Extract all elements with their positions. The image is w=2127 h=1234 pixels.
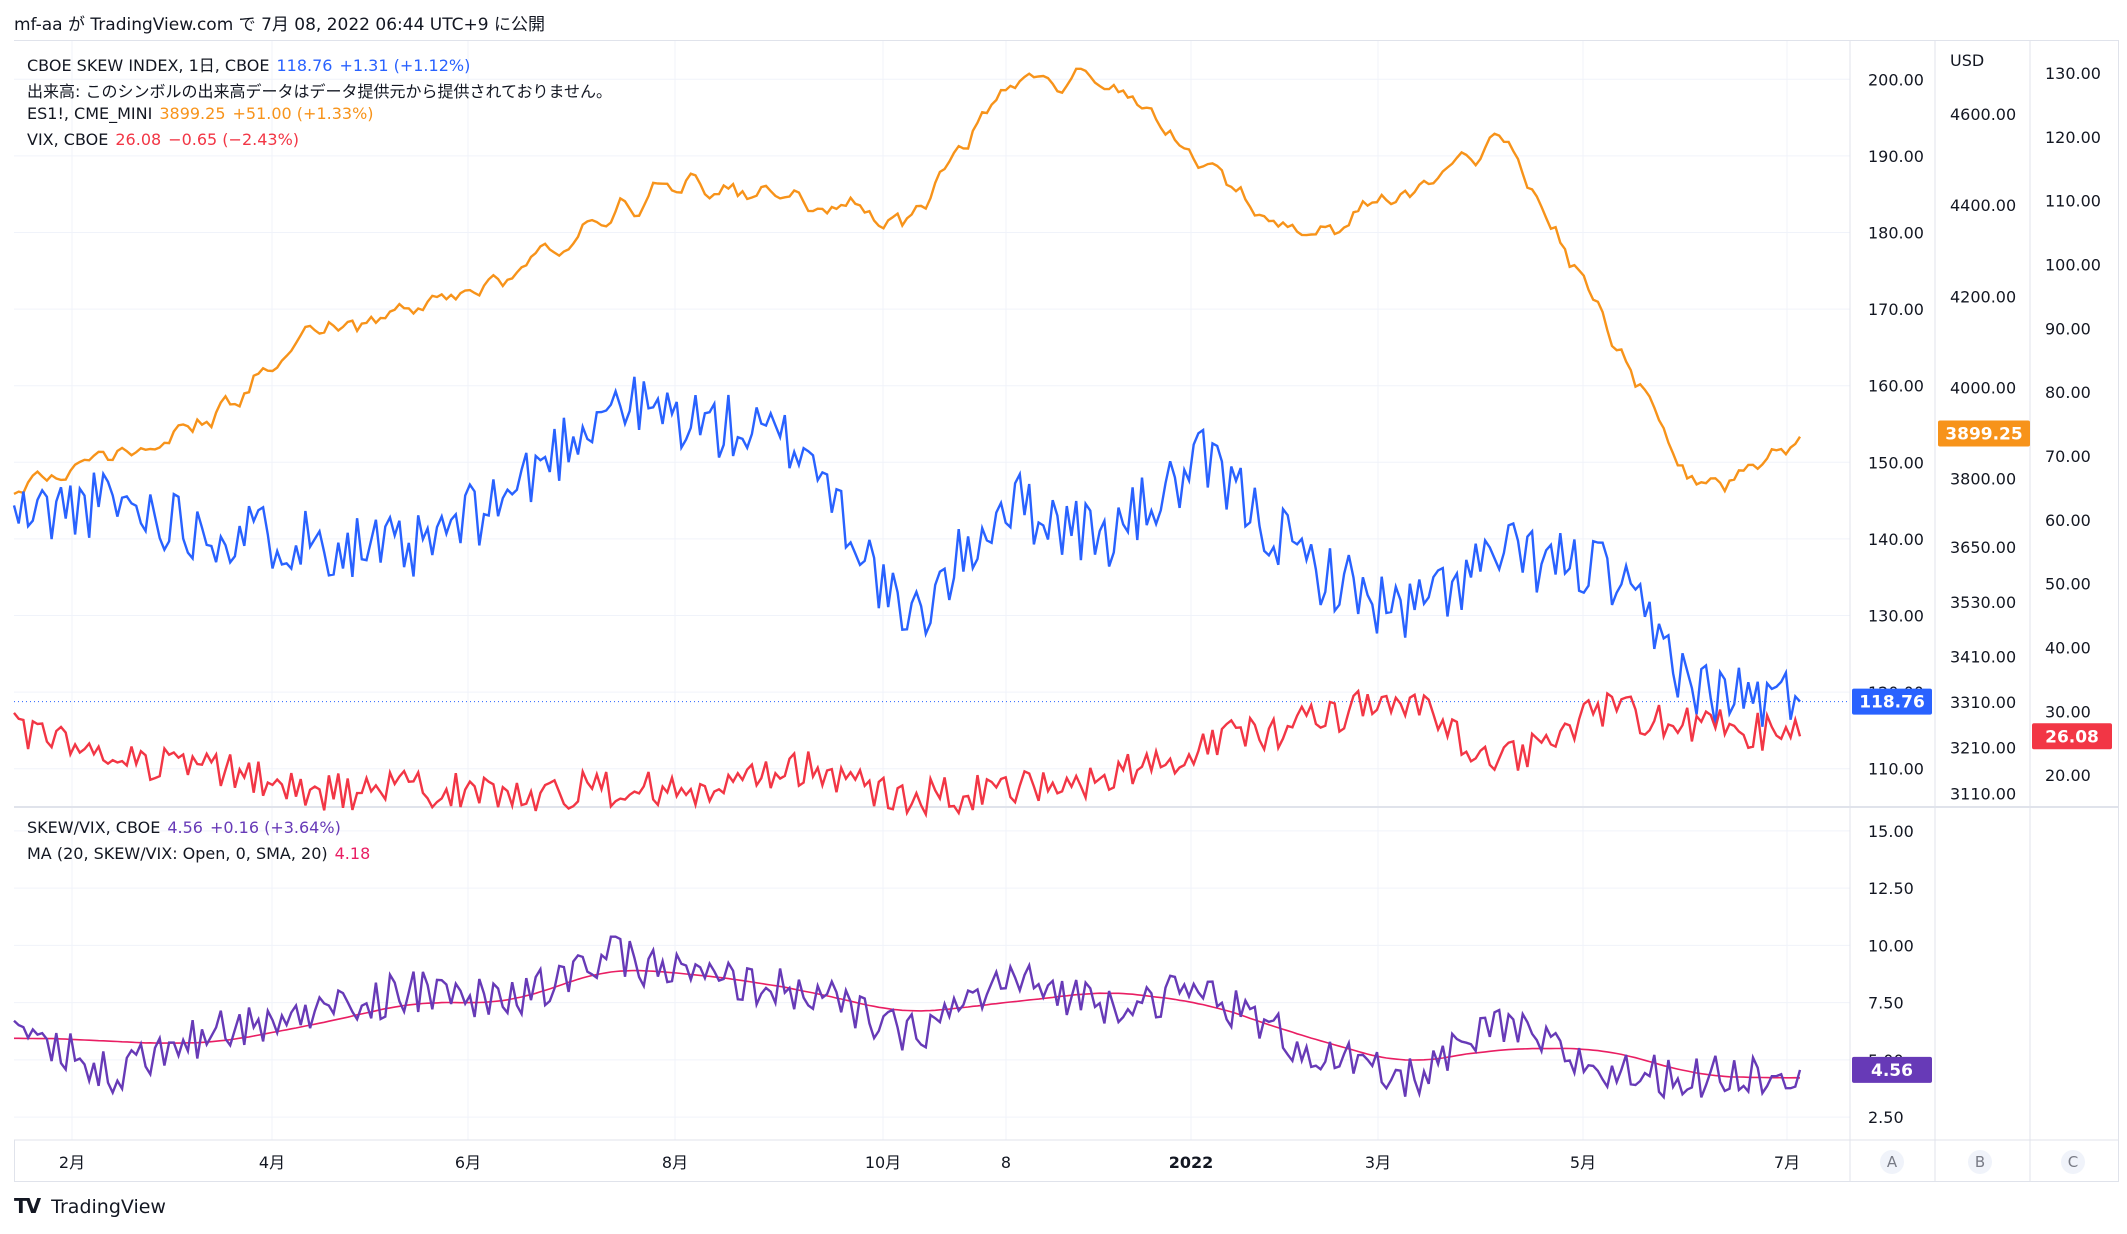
es-axis-tick: 4400.00 <box>1950 196 2016 215</box>
ratio-axis-tick: 7.50 <box>1868 994 1904 1013</box>
skew-axis-tick: 180.00 <box>1868 224 1924 243</box>
skew-axis-tick: 170.00 <box>1868 300 1924 319</box>
time-tick-label: 10月 <box>865 1153 901 1172</box>
vix-axis-tick: 70.00 <box>2045 447 2091 466</box>
scale-button[interactable] <box>2061 1150 2085 1174</box>
main-legend-name: VIX, CBOE <box>27 130 109 149</box>
main-legend-row[interactable]: 出来高: このシンボルの出来高データはデータ提供元から提供されておりません。 <box>27 78 619 104</box>
es-axis-tick: 3410.00 <box>1950 648 2016 667</box>
main-legend-row[interactable]: CBOE SKEW INDEX, 1日, CBOE 118.76 +1.31 (+1… <box>27 52 619 78</box>
vix-axis-tick: 20.00 <box>2045 766 2091 785</box>
skew-axis-tick: 130.00 <box>1868 607 1924 626</box>
es-axis-tick: 3650.00 <box>1950 538 2016 557</box>
time-tick-label: 5月 <box>1570 1153 1596 1172</box>
ratio-series-line[interactable] <box>13 935 1802 1100</box>
vix-badge-label: 26.08 <box>2045 727 2099 747</box>
main-pane[interactable] <box>14 41 1850 807</box>
es-axis-tick: 3310.00 <box>1950 693 2016 712</box>
main-legend-change: −0.65 (−2.43%) <box>168 130 300 149</box>
vix-axis-tick: 130.00 <box>2045 64 2101 83</box>
es-axis-tick: 4200.00 <box>1950 287 2016 306</box>
main-legend-change: +1.31 (+1.12%) <box>339 56 471 75</box>
es-badge-label: 3899.25 <box>1945 424 2022 444</box>
skew-badge-label: 118.76 <box>1859 693 1925 713</box>
main-legend-change: +51.00 (+1.33%) <box>232 104 374 123</box>
sub-pane[interactable] <box>14 808 1850 1140</box>
es-axis-tick: 3530.00 <box>1950 593 2016 612</box>
main-legend-value: 3899.25 <box>159 104 226 123</box>
footer-brand[interactable]: TV TradingView <box>14 1194 166 1218</box>
skew-axis-tick: 110.00 <box>1868 760 1924 779</box>
publish-header: mf-aa が TradingView.com で 7月 08, 2022 06… <box>14 10 545 35</box>
main-legend-name: CBOE SKEW INDEX, 1日, CBOE <box>27 56 270 75</box>
es-badge <box>1938 420 2030 447</box>
ratio-axis-tick: 2.50 <box>1868 1108 1904 1127</box>
sub-legend-name: MA (20, SKEW/VIX: Open, 0, SMA, 20) <box>27 844 328 863</box>
vix-axis-tick: 90.00 <box>2045 319 2091 338</box>
vix-badge <box>2032 723 2112 750</box>
main-pane-legend: CBOE SKEW INDEX, 1日, CBOE 118.76 +1.31 (+1… <box>27 52 619 156</box>
skew-badge <box>1852 688 1932 715</box>
ratio-axis-tick: 15.00 <box>1868 822 1914 841</box>
ratio-axis-tick: 10.00 <box>1868 936 1914 955</box>
ratio-axis-tick: 12.50 <box>1868 879 1914 898</box>
time-tick-label: 2022 <box>1169 1153 1214 1172</box>
vix-axis-tick: 100.00 <box>2045 255 2101 274</box>
scale-button-label[interactable]: A <box>1887 1153 1898 1171</box>
main-legend-value: 118.76 <box>276 56 333 75</box>
time-tick-label: 3月 <box>1365 1153 1391 1172</box>
sub-legend-row[interactable]: SKEW/VIX, CBOE 4.56 +0.16 (+3.64%) <box>27 818 377 844</box>
skew-axis-tick: 140.00 <box>1868 530 1924 549</box>
skew-axis-tick: 200.00 <box>1868 70 1924 89</box>
skew-axis-tick: 150.00 <box>1868 453 1924 472</box>
scale-button-label[interactable]: C <box>2068 1153 2078 1171</box>
time-tick-label: 8月 <box>662 1153 688 1172</box>
vix-axis-tick: 80.00 <box>2045 383 2091 402</box>
time-tick-label: 6月 <box>455 1153 481 1172</box>
scale-button-label[interactable]: B <box>1975 1153 1985 1171</box>
vix-axis-tick: 40.00 <box>2045 638 2091 657</box>
sub-legend-value: 4.18 <box>334 844 371 863</box>
vix-axis-tick: 60.00 <box>2045 511 2091 530</box>
vix-axis-tick: 50.00 <box>2045 575 2091 594</box>
main-legend-value: 26.08 <box>115 130 162 149</box>
skew-series-line[interactable] <box>12 376 1801 727</box>
es-axis-tick: 4000.00 <box>1950 379 2016 398</box>
main-legend-name: ES1!, CME_MINI <box>27 104 153 123</box>
scale-button[interactable] <box>1968 1150 1992 1174</box>
footer-brand-text: TradingView <box>51 1196 166 1218</box>
es-axis-tick: 4600.00 <box>1950 105 2016 124</box>
es-axis-tick: 3800.00 <box>1950 470 2016 489</box>
sub-legend-name: SKEW/VIX, CBOE <box>27 818 161 837</box>
es-axis-tick: 3110.00 <box>1950 784 2016 803</box>
sub-legend-value: 4.56 <box>167 818 203 837</box>
time-tick-label: 4月 <box>259 1153 285 1172</box>
main-legend-row[interactable]: VIX, CBOE 26.08 −0.65 (−2.43%) <box>27 130 619 156</box>
currency-label: USD <box>1950 51 1984 70</box>
skew-axis-tick: 190.00 <box>1868 147 1924 166</box>
time-tick-label: 8 <box>1001 1153 1011 1172</box>
tradingview-logo-icon: TV <box>14 1194 41 1218</box>
vix-axis-tick: 30.00 <box>2045 702 2091 721</box>
vix-series-line[interactable] <box>13 688 1802 819</box>
time-tick-label: 7月 <box>1774 1153 1800 1172</box>
main-legend-row[interactable]: ES1!, CME_MINI 3899.25 +51.00 (+1.33%) <box>27 104 619 130</box>
vix-axis-tick: 120.00 <box>2045 128 2101 147</box>
time-tick-label: 2月 <box>59 1153 85 1172</box>
sub-legend-row[interactable]: MA (20, SKEW/VIX: Open, 0, SMA, 20) 4.18 <box>27 844 377 870</box>
ratio-badge <box>1852 1056 1932 1083</box>
scale-button[interactable] <box>1880 1150 1904 1174</box>
es-axis-tick: 3210.00 <box>1950 739 2016 758</box>
sub-legend-change: +0.16 (+3.64%) <box>209 818 341 837</box>
skew-axis-tick: 160.00 <box>1868 377 1924 396</box>
sub-pane-legend: SKEW/VIX, CBOE 4.56 +0.16 (+3.64%) MA (20, … <box>27 818 377 870</box>
publisher-name[interactable]: mf-aa <box>14 15 63 35</box>
main-legend-name: 出来高: このシンボルの出来高データはデータ提供元から提供されておりません。 <box>27 82 613 101</box>
ratio-badge-label: 4.56 <box>1871 1061 1913 1081</box>
publish-info: が TradingView.com で 7月 08, 2022 06:44 UT… <box>68 15 545 35</box>
vix-axis-tick: 110.00 <box>2045 192 2101 211</box>
es-series-line[interactable] <box>13 67 1802 495</box>
